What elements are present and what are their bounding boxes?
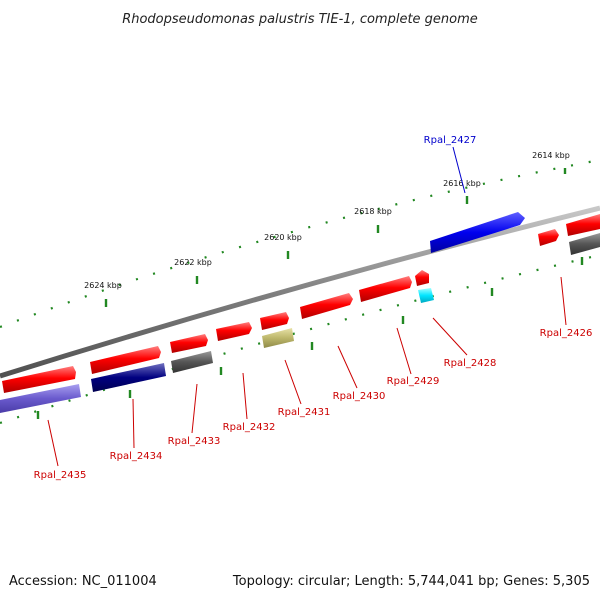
gene-label[interactable]: Rpal_2426 bbox=[540, 328, 593, 339]
gene-block[interactable] bbox=[91, 363, 166, 392]
gene-arrow[interactable] bbox=[170, 334, 208, 353]
gene-label[interactable]: Rpal_2434 bbox=[110, 451, 163, 462]
major-ticks-lower bbox=[36, 257, 584, 419]
gene-block[interactable] bbox=[418, 288, 434, 303]
gene-arrow[interactable] bbox=[566, 214, 600, 236]
gene-block[interactable] bbox=[171, 351, 213, 373]
gene-block[interactable] bbox=[569, 233, 600, 255]
tick-label: 2624 kbp bbox=[84, 281, 122, 290]
gene-arrow[interactable] bbox=[2, 366, 76, 393]
gene-label[interactable]: Rpal_2435 bbox=[34, 470, 87, 481]
gene-label[interactable]: Rpal_2429 bbox=[387, 376, 440, 387]
forward-genes bbox=[2, 212, 600, 393]
gene-arrow[interactable] bbox=[359, 276, 412, 302]
gene-label[interactable]: Rpal_2427 bbox=[424, 135, 477, 146]
gene-block[interactable] bbox=[262, 328, 294, 348]
gene-arrow[interactable] bbox=[260, 312, 289, 330]
gene-label[interactable]: Rpal_2433 bbox=[168, 436, 221, 447]
gene-arrow[interactable] bbox=[430, 212, 525, 253]
gene-arrow[interactable] bbox=[90, 346, 161, 374]
gene-arrow[interactable] bbox=[300, 293, 353, 319]
genome-backbone bbox=[0, 205, 600, 379]
gene-arrow[interactable] bbox=[415, 270, 429, 286]
tick-label: 2622 kbp bbox=[174, 258, 212, 267]
accession-text: Accession: NC_011004 bbox=[9, 574, 157, 589]
tick-label: 2620 kbp bbox=[264, 233, 302, 242]
map-title: Rhodopseudomonas palustris TIE-1, comple… bbox=[122, 12, 478, 27]
leader-lines bbox=[47, 146, 567, 467]
upper-tick-track bbox=[0, 158, 600, 329]
gene-block[interactable] bbox=[0, 384, 81, 413]
gene-arrow[interactable] bbox=[538, 229, 559, 246]
reverse-genes bbox=[0, 233, 600, 413]
gene-label[interactable]: Rpal_2431 bbox=[278, 407, 331, 418]
tick-label: 2614 kbp bbox=[532, 151, 570, 160]
gene-label[interactable]: Rpal_2430 bbox=[333, 391, 386, 402]
tick-label: 2616 kbp bbox=[443, 179, 481, 188]
topology-text: Topology: circular; Length: 5,744,041 bp… bbox=[232, 574, 590, 589]
gene-label[interactable]: Rpal_2428 bbox=[444, 358, 497, 369]
major-ticks bbox=[104, 168, 567, 307]
gene-arrow[interactable] bbox=[216, 322, 252, 341]
gene-label[interactable]: Rpal_2432 bbox=[223, 422, 276, 433]
tick-label: 2618 kbp bbox=[354, 207, 392, 216]
